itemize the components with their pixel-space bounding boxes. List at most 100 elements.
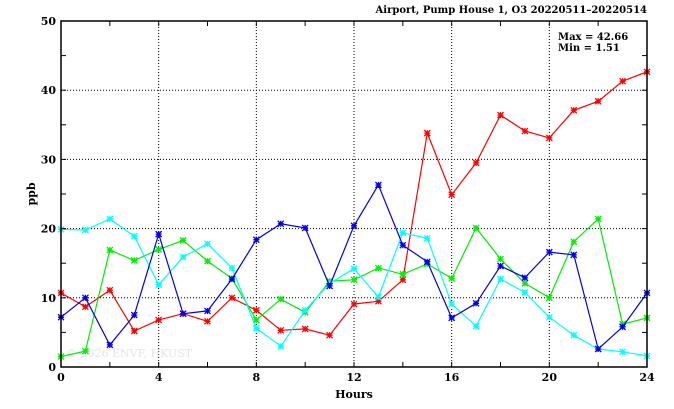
y-tick-label: 50 — [41, 15, 57, 28]
series-cyan — [57, 215, 651, 360]
data-point-red — [106, 286, 114, 294]
data-point-green — [521, 279, 529, 287]
data-point-blue — [130, 311, 138, 319]
data-point-red — [130, 327, 138, 335]
data-point-red — [472, 159, 480, 167]
data-point-cyan — [106, 215, 114, 223]
data-point-blue — [472, 299, 480, 307]
data-point-blue — [374, 181, 382, 189]
data-point-green — [81, 347, 89, 355]
x-tick-label: 4 — [155, 371, 163, 384]
data-point-blue — [521, 274, 529, 282]
data-point-red — [81, 303, 89, 311]
data-point-cyan — [619, 348, 627, 356]
data-point-blue — [326, 282, 334, 290]
data-point-blue — [179, 310, 187, 318]
data-point-red — [521, 127, 529, 135]
data-point-red — [448, 191, 456, 199]
data-point-cyan — [472, 322, 480, 330]
data-point-red — [399, 276, 407, 284]
data-point-green — [155, 245, 163, 253]
data-point-blue — [619, 323, 627, 331]
data-point-blue — [399, 241, 407, 249]
data-point-green — [545, 294, 553, 302]
data-point-blue — [350, 222, 358, 230]
data-point-cyan — [228, 264, 236, 272]
min-annotation: Min = 1.51 — [558, 43, 620, 54]
data-point-red — [301, 325, 309, 333]
data-point-green — [472, 224, 480, 232]
data-point-green — [350, 276, 358, 284]
data-point-green — [374, 264, 382, 272]
data-point-cyan — [448, 300, 456, 308]
data-point-cyan — [399, 229, 407, 237]
chart-title: Airport, Pump House 1, O3 20220511–20220… — [375, 5, 647, 16]
data-point-blue — [277, 220, 285, 228]
data-point-green — [570, 238, 578, 246]
data-point-red — [350, 300, 358, 308]
data-point-cyan — [130, 232, 138, 240]
data-point-blue — [106, 341, 114, 349]
y-tick-label: 40 — [41, 84, 57, 97]
data-point-cyan — [350, 265, 358, 273]
data-point-green — [497, 255, 504, 263]
data-point-red — [228, 294, 236, 302]
data-point-blue — [497, 262, 504, 270]
data-point-blue — [155, 230, 163, 238]
data-point-green — [106, 246, 114, 254]
data-point-blue — [252, 236, 260, 244]
data-point-blue — [545, 248, 553, 256]
data-point-red — [570, 106, 578, 114]
data-point-cyan — [204, 240, 211, 248]
data-point-blue — [423, 258, 431, 266]
data-point-blue — [81, 294, 89, 302]
data-point-cyan — [155, 281, 163, 289]
data-point-cyan — [301, 306, 309, 314]
data-point-green — [594, 215, 602, 223]
x-tick-label: 24 — [639, 371, 655, 384]
x-tick-label: 0 — [57, 371, 65, 384]
y-tick-label: 20 — [41, 223, 57, 236]
series-line-cyan — [60, 218, 648, 357]
data-point-red — [277, 326, 285, 334]
data-point-cyan — [374, 293, 382, 301]
data-point-red — [374, 297, 382, 305]
data-point-cyan — [252, 324, 260, 332]
y-tick-label: 0 — [48, 361, 56, 374]
data-point-red — [594, 97, 602, 105]
data-point-green — [252, 316, 260, 324]
data-point-red — [155, 316, 163, 324]
data-point-red — [423, 129, 431, 137]
x-axis-label: Hours — [335, 388, 373, 401]
data-point-green — [130, 256, 138, 264]
data-point-cyan — [545, 313, 553, 321]
axis-ticks: 0 4 8 12 16 20 24 0 10 20 30 40 50 — [41, 15, 655, 384]
data-point-green — [179, 236, 187, 244]
data-point-cyan — [570, 331, 578, 339]
data-point-green — [277, 295, 285, 303]
x-tick-label: 20 — [542, 371, 558, 384]
watermark: © 2026 ENVF, HKUST — [66, 347, 193, 360]
data-point-blue — [448, 314, 456, 322]
data-point-blue — [594, 345, 602, 353]
y-tick-label: 10 — [41, 292, 57, 305]
data-point-blue — [301, 224, 309, 232]
data-point-cyan — [277, 342, 285, 350]
data-point-red — [326, 331, 334, 339]
data-point-green — [204, 257, 211, 265]
data-point-cyan — [423, 234, 431, 242]
data-point-red — [252, 306, 260, 314]
data-point-cyan — [521, 288, 529, 296]
series-group — [57, 68, 651, 361]
x-tick-label: 8 — [253, 371, 261, 384]
series-line-green — [60, 217, 648, 358]
x-tick-label: 12 — [346, 371, 361, 384]
data-point-cyan — [497, 275, 504, 283]
data-point-cyan — [179, 253, 187, 261]
data-point-green — [399, 270, 407, 278]
data-point-blue — [204, 307, 211, 315]
max-annotation: Max = 42.66 — [558, 32, 628, 43]
grid — [61, 21, 647, 367]
